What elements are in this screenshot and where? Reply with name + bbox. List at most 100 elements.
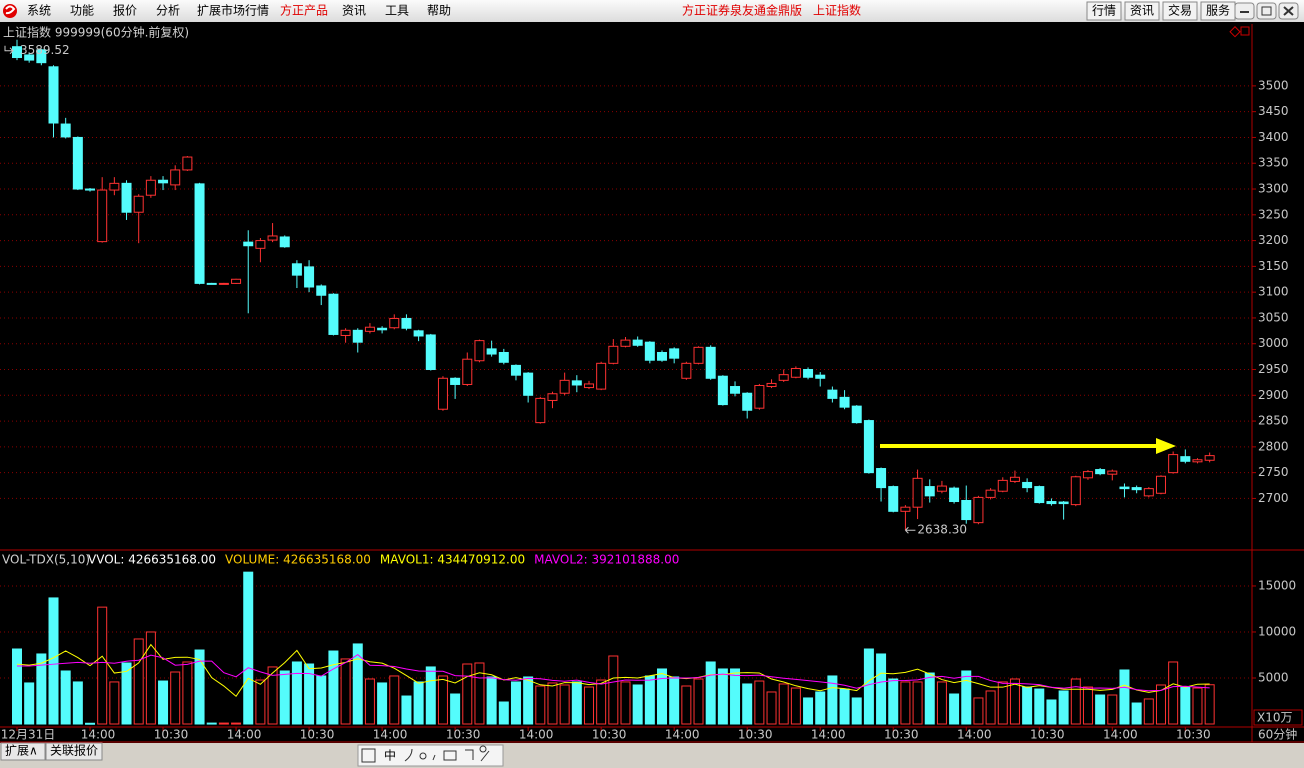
volume-bar [279,670,290,725]
toolbar-label[interactable]: 中 [384,748,396,763]
volume-bar [462,663,473,725]
tab-label[interactable]: 关联报价 [50,743,98,758]
volume-bar [620,681,631,725]
candle-body [437,377,448,410]
x-tick-label: 10:30 [300,728,335,742]
candle-body [498,351,509,363]
volume-bar [815,691,826,725]
tab[interactable] [45,742,103,761]
x-tick-label: 14:00 [665,728,700,742]
candle-body [1058,501,1069,505]
volume-bar [851,697,862,725]
menu-item[interactable]: 资讯 [342,4,366,18]
candle-body [851,405,862,424]
candle-body [304,266,315,288]
candle-body [608,345,619,364]
button-label[interactable]: 行情 [1092,4,1116,18]
candle-body [340,329,351,336]
button-label[interactable]: 交易 [1168,3,1192,18]
menu-item[interactable]: 分析 [156,4,180,18]
menu-item[interactable]: 报价 [113,3,137,18]
volume-bar [340,658,351,725]
x-tick-label: 14:00 [811,728,846,742]
button-label[interactable]: 资讯 [1130,4,1154,18]
menu-item[interactable]: 系统 [27,4,51,18]
volume-bar [48,597,59,725]
volume-bar [1034,688,1045,725]
panel-icon[interactable] [1240,26,1250,36]
y-tick-label: 2750 [1258,465,1289,479]
candle-body [243,241,254,247]
candle-body [681,362,692,379]
volume-bar [839,688,850,725]
candle-body [279,236,290,248]
y-tick-label: 3450 [1258,104,1289,118]
candle-body [377,327,388,331]
menu-item[interactable]: 扩展市场行情 [197,3,269,18]
candle-body [1180,456,1191,462]
panel-icon[interactable] [1229,26,1241,38]
volume-bar [583,686,594,725]
candle-body [474,340,485,362]
restore-button[interactable] [1256,2,1277,20]
volume-bar [474,662,485,725]
volume-bar [863,648,874,725]
menu-item[interactable]: 帮助 [427,4,451,18]
button-label[interactable]: 服务 [1206,3,1230,18]
volume-bar [425,666,436,725]
volume-bar [218,722,229,725]
x-tick-label: 10:30 [884,728,919,742]
candle-body [997,479,1008,492]
volume-bar [669,676,680,725]
menu-item[interactable]: 方正产品 [280,3,328,18]
candle-body [1119,486,1130,490]
candle-body [717,375,728,406]
unit-box [1253,709,1303,726]
volume-bar [352,643,363,725]
volume-bar [949,693,960,725]
volume-bar [97,606,108,725]
candle-body [669,348,680,359]
app-title: 方正证券泉友通金鼎版 [682,3,802,18]
candle-body [912,477,923,508]
volume-bar [145,631,156,725]
toolbar-button[interactable] [1200,1,1236,21]
volume-bar [936,681,947,725]
candle-body [1082,471,1093,479]
menu-item[interactable]: 功能 [70,4,94,18]
toolbar-button[interactable] [1086,1,1122,21]
volume-bar [1082,686,1093,725]
volume-bar [876,653,887,725]
candle-body [231,278,242,284]
toolbar-button[interactable] [1124,1,1160,21]
volume-bar [559,684,570,725]
toolbar [357,744,504,767]
candle-body [985,489,996,498]
volume-bar [657,668,668,725]
y-tick-label: 3150 [1258,259,1289,273]
candle-body [730,386,741,394]
tab-label[interactable]: 扩展∧ [5,744,38,758]
tab[interactable] [0,742,46,761]
candle-body [936,485,947,492]
candle-body [900,506,911,512]
volume-bar [60,670,71,725]
toolbar-button[interactable] [1162,1,1198,21]
volume-bar [158,680,169,725]
candle-body [657,351,668,361]
volume-bar [12,648,22,725]
menu-item[interactable]: 工具 [385,4,409,18]
volume-bar [304,663,315,725]
volume-bar [498,701,509,725]
y-tick-label: 5000 [1258,670,1289,684]
volume-bar [644,675,655,725]
toolbar-icon[interactable] [361,748,376,763]
candle-body [803,369,814,378]
toolbar-icons[interactable] [404,745,490,762]
volume-bar [1180,686,1191,725]
candle-body [1022,481,1033,489]
candle-body [109,182,120,191]
volume-bar [24,682,35,725]
volume-bar [389,675,400,725]
